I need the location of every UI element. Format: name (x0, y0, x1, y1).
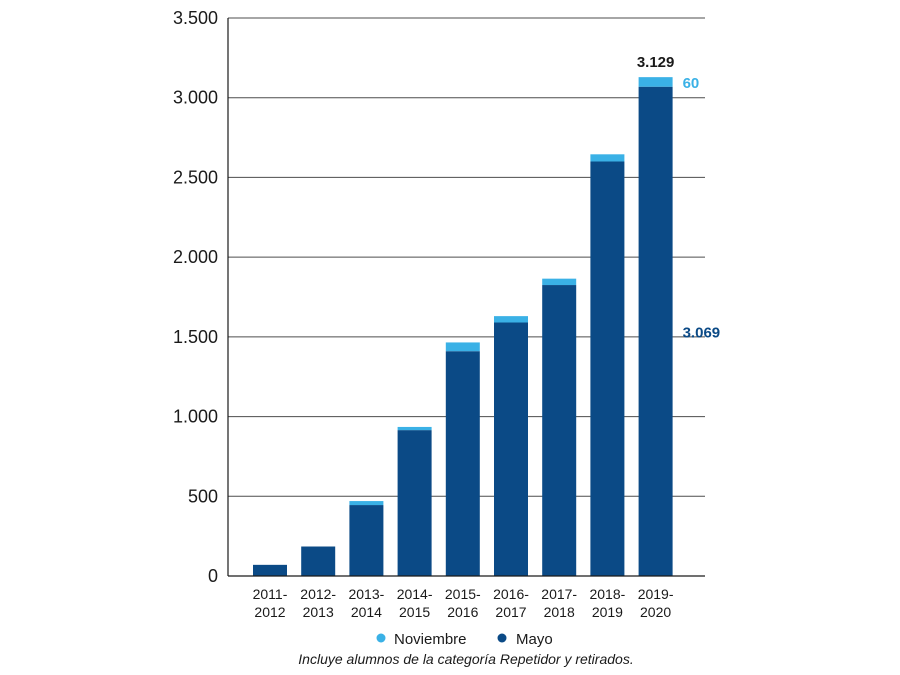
y-tick-label: 500 (188, 486, 218, 506)
chart-note: Incluye alumnos de la categoría Repetido… (298, 651, 633, 667)
bars (253, 77, 673, 576)
bar-mayo (445, 351, 480, 576)
bar-mayo (590, 161, 625, 576)
x-tick-label: 2013-2014 (348, 586, 384, 620)
gridlines (228, 17, 705, 497)
noviembre-annotation: 60 (683, 75, 700, 92)
annotations: 3.129 60 3.069 (637, 54, 720, 341)
bar-noviembre (542, 278, 577, 286)
x-tick-label: 2018-2019 (589, 586, 625, 620)
x-tick-label: 2011-2012 (253, 586, 288, 620)
bar-mayo (494, 322, 528, 576)
legend-mayo-marker (497, 633, 507, 643)
bar-mayo (301, 546, 336, 576)
x-axis: 2011-2012 2012-2013 2013-2014 2014-2015 2015… (228, 575, 705, 620)
y-tick-label: 1.000 (173, 407, 218, 427)
y-tick-label: 3.000 (173, 88, 218, 108)
y-tick-label: 3.500 (173, 8, 218, 28)
bar-mayo (349, 505, 384, 576)
y-tick-label: 2.500 (173, 167, 218, 187)
bar-noviembre (494, 316, 528, 323)
x-tick-label: 2019-2020 (638, 586, 674, 620)
legend: Noviembre Mayo (376, 631, 553, 648)
y-tick-label: 2.000 (173, 247, 218, 267)
total-annotation: 3.129 (637, 54, 675, 71)
bar-noviembre (590, 154, 625, 162)
bar-mayo (542, 285, 577, 576)
bar-noviembre (638, 77, 673, 87)
bar-mayo (638, 86, 673, 576)
bar-noviembre (349, 501, 384, 506)
x-tick-label: 2012-2013 (300, 586, 336, 620)
y-axis: 0 500 1.000 1.500 2.000 2.500 3.000 3.500 (173, 8, 229, 586)
bar-noviembre (445, 342, 480, 352)
legend-noviembre-marker (376, 633, 386, 643)
x-tick-label: 2017-2018 (541, 586, 577, 620)
bar-mayo (253, 564, 287, 576)
legend-noviembre-label: Noviembre (394, 631, 467, 648)
x-tick-label: 2014-2015 (397, 586, 433, 620)
x-tick-label: 2015-2016 (445, 586, 481, 620)
mayo-annotation: 3.069 (683, 324, 721, 341)
bar-mayo (397, 430, 432, 576)
y-tick-label: 1.500 (173, 327, 218, 347)
bar-noviembre (397, 426, 432, 431)
y-tick-label: 0 (208, 566, 218, 586)
legend-mayo-label: Mayo (516, 631, 553, 648)
x-tick-label: 2016-2017 (493, 586, 529, 620)
